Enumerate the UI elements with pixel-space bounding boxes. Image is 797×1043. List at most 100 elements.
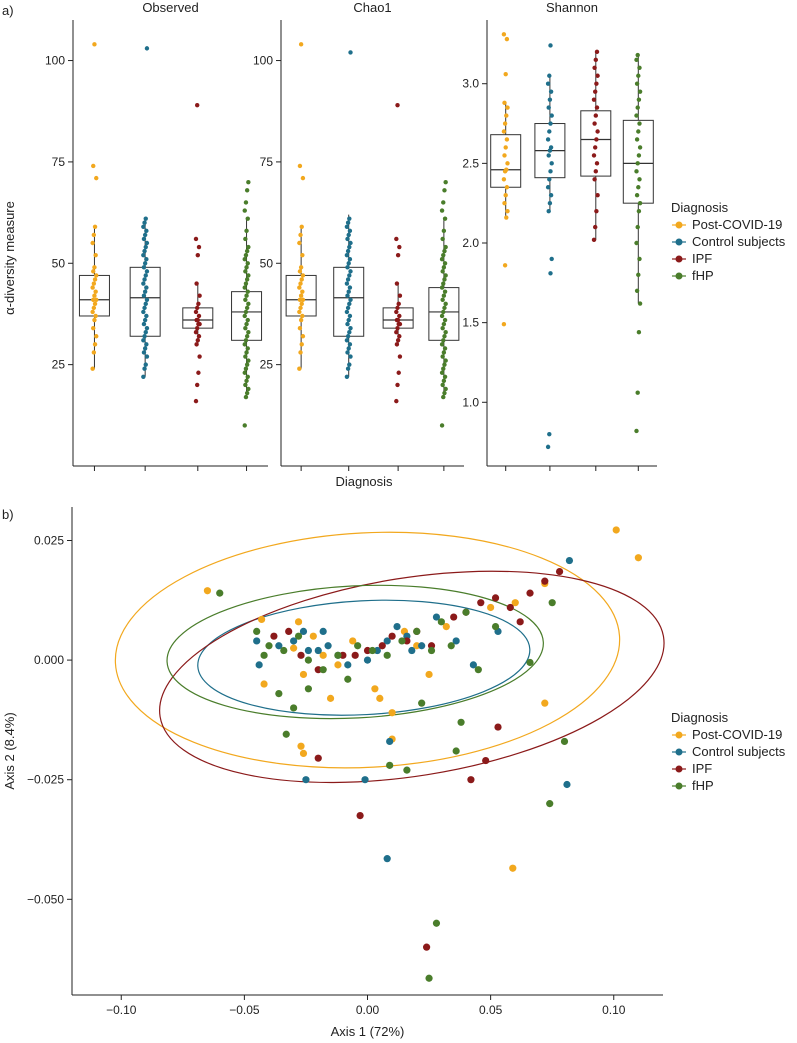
box-ipf xyxy=(182,102,214,404)
data-point xyxy=(592,65,597,70)
scatter-point xyxy=(297,742,305,750)
data-point xyxy=(442,188,447,193)
data-point xyxy=(243,325,248,331)
data-point xyxy=(443,358,448,363)
data-point xyxy=(637,145,643,150)
data-point xyxy=(504,137,510,142)
scatter-point xyxy=(386,737,394,746)
legend-title: Diagnosis xyxy=(671,200,729,215)
data-point xyxy=(346,317,351,323)
data-point xyxy=(90,240,95,246)
data-point xyxy=(441,281,446,286)
data-point xyxy=(243,338,249,343)
data-point xyxy=(347,301,352,307)
scatter-point xyxy=(260,680,268,688)
data-point xyxy=(441,200,446,205)
data-point xyxy=(595,193,600,198)
data-point xyxy=(636,129,641,134)
data-point xyxy=(142,366,147,371)
y-tick-label: 25 xyxy=(52,358,66,372)
scatter-point xyxy=(299,749,308,757)
scatter-point xyxy=(423,943,431,951)
scatter-point xyxy=(314,646,322,655)
scatter-point xyxy=(319,651,327,659)
data-point xyxy=(93,252,98,258)
scatter-point xyxy=(356,811,364,820)
data-point xyxy=(593,89,598,94)
data-point xyxy=(144,297,150,302)
scatter-point xyxy=(326,694,335,702)
data-point xyxy=(144,342,149,347)
legend-swatch-ipf xyxy=(675,765,683,773)
data-point xyxy=(397,244,402,250)
data-point xyxy=(636,73,641,78)
data-point xyxy=(504,113,509,118)
data-point xyxy=(299,277,304,282)
data-point xyxy=(394,330,399,335)
data-point xyxy=(635,52,640,58)
data-point xyxy=(548,121,553,126)
scatter-point xyxy=(516,618,524,626)
data-point xyxy=(196,313,202,319)
facet-title-observed: Observed xyxy=(142,0,198,15)
data-point xyxy=(634,193,640,198)
data-point xyxy=(144,313,149,319)
data-point xyxy=(91,305,97,311)
y-tick-label: 3.0 xyxy=(462,77,479,91)
data-point xyxy=(347,244,352,250)
ellipse-fhp xyxy=(166,584,544,720)
data-point xyxy=(92,317,97,323)
data-point xyxy=(142,261,148,266)
scatter-point xyxy=(541,577,549,585)
data-point xyxy=(242,370,247,375)
scatter-point xyxy=(294,618,303,626)
data-point xyxy=(297,325,303,331)
data-point xyxy=(439,423,445,428)
legend-swatch-post-covid-19 xyxy=(675,731,683,739)
data-point xyxy=(196,334,202,339)
box-control-subjects xyxy=(129,46,161,379)
data-point xyxy=(300,273,306,278)
scatter-point xyxy=(383,637,391,645)
scatter-point xyxy=(432,919,441,927)
data-point xyxy=(345,305,351,311)
data-point xyxy=(501,322,507,327)
data-point xyxy=(299,342,304,347)
data-point xyxy=(93,313,98,319)
data-point xyxy=(395,317,401,323)
data-point xyxy=(593,57,598,63)
legend-label-post-covid-19: Post-COVID-19 xyxy=(692,217,782,232)
scatter-point xyxy=(418,699,426,707)
legend-label-post-covid-19: Post-COVID-19 xyxy=(692,727,782,742)
data-point xyxy=(244,305,250,311)
data-point xyxy=(144,269,150,274)
data-point xyxy=(243,354,248,359)
scatter-point xyxy=(344,661,352,669)
data-point xyxy=(397,354,403,359)
data-point xyxy=(439,370,445,375)
data-point xyxy=(547,129,552,134)
x-tick-label: 0.05 xyxy=(479,1003,503,1017)
data-point xyxy=(394,281,400,286)
data-point xyxy=(244,248,250,254)
data-point xyxy=(193,330,199,335)
data-point xyxy=(442,216,448,221)
scatter-point xyxy=(388,632,396,640)
data-point xyxy=(245,317,250,323)
data-point xyxy=(142,317,148,323)
legend-swatch-control-subjects xyxy=(675,748,683,756)
data-point xyxy=(345,277,351,282)
y-tick-label: −0.050 xyxy=(27,892,64,906)
scatter-point xyxy=(282,730,290,738)
data-point xyxy=(396,301,401,307)
data-point xyxy=(297,366,302,371)
panel-b-label: b) xyxy=(2,507,14,522)
scatter-point xyxy=(314,754,322,762)
scatter-point xyxy=(408,646,416,655)
data-point xyxy=(634,240,639,246)
box-control-subjects xyxy=(333,50,365,379)
data-point xyxy=(634,113,639,118)
data-point xyxy=(440,382,445,388)
data-point xyxy=(297,297,303,302)
